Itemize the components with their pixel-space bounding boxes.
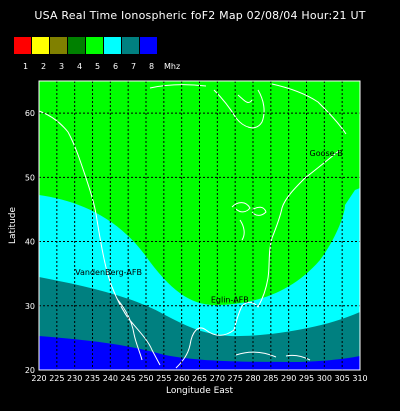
longitude-tick-label: 240	[103, 374, 118, 383]
scale-swatch-2	[32, 37, 49, 54]
longitude-tick-label: 230	[67, 374, 82, 383]
longitude-tick-label: 255	[156, 374, 171, 383]
latitude-tick-label: 20	[25, 366, 35, 375]
scale-swatch-3	[50, 37, 67, 54]
longitude-tick-label: 305	[335, 374, 350, 383]
map-plot-area	[39, 81, 360, 370]
longitude-tick-label: 270	[210, 374, 225, 383]
scale-label-1: 1	[23, 62, 29, 71]
site-label: VandenBerg-AFB	[75, 268, 142, 277]
coastline-arctic	[149, 83, 347, 135]
latitude-tick-labels: 20 30 40 50 60	[25, 109, 35, 375]
longitude-tick-label: 290	[281, 374, 296, 383]
scale-labels: 1 2 3 4 5 6 7 8 Mhz	[14, 62, 214, 74]
longitude-tick-label: 280	[245, 374, 260, 383]
map-title: USA Real Time Ionospheric foF2 Map 02/08…	[34, 9, 366, 22]
great-lakes	[231, 202, 267, 241]
scale-label-7: 7	[131, 62, 137, 71]
latitude-tick-label: 50	[25, 173, 35, 182]
scale-swatch-8	[140, 37, 157, 54]
longitude-tick-label: 220	[31, 374, 46, 383]
longitude-grid	[56, 81, 343, 370]
scale-swatch-4	[68, 37, 85, 54]
scale-label-5: 5	[95, 62, 101, 71]
longitude-tick-label: 295	[299, 374, 314, 383]
scale-swatch-7	[122, 37, 139, 54]
color-scale	[14, 37, 158, 54]
longitude-tick-label: 300	[317, 374, 332, 383]
longitude-tick-label: 310	[352, 374, 367, 383]
site-labels: Goose-B VandenBerg-AFB Eglin-AFB	[75, 149, 343, 304]
longitude-tick-label: 265	[192, 374, 207, 383]
scale-label-3: 3	[59, 62, 65, 71]
y-axis-title: Latitude	[8, 207, 18, 245]
scale-label-8: 8	[149, 62, 155, 71]
scale-swatch-6	[104, 37, 121, 54]
scale-label-4: 4	[77, 62, 83, 71]
longitude-tick-label: 260	[174, 374, 189, 383]
coastline-east	[175, 149, 341, 369]
longitude-tick-label: 245	[121, 374, 136, 383]
region-8mhz	[39, 336, 360, 370]
longitude-tick-label: 250	[138, 374, 153, 383]
longitude-tick-label: 225	[49, 374, 64, 383]
latitude-tick-label: 60	[25, 109, 35, 118]
site-label: Goose-B	[310, 149, 343, 158]
coastline-caribbean	[235, 351, 311, 361]
latitude-tick-label: 40	[25, 238, 35, 247]
site-label: Eglin-AFB	[211, 296, 249, 305]
latitude-tick-label: 30	[25, 302, 35, 311]
longitude-tick-labels: 220 225 230 235 240 245 250 255 260 265 270 275 280 2…	[31, 374, 367, 383]
coastline-hudson-bay	[213, 89, 265, 129]
scale-unit: Mhz	[164, 62, 181, 71]
scale-label-2: 2	[41, 62, 47, 71]
scale-swatch-1	[14, 37, 31, 54]
scale-label-6: 6	[113, 62, 119, 71]
longitude-tick-label: 285	[263, 374, 278, 383]
scale-swatch-5	[86, 37, 103, 54]
latitude-grid	[39, 112, 360, 307]
plot-frame	[38, 80, 361, 371]
x-axis-title: Longitude East	[166, 386, 234, 396]
longitude-tick-label: 275	[228, 374, 243, 383]
longitude-tick-label: 235	[85, 374, 100, 383]
